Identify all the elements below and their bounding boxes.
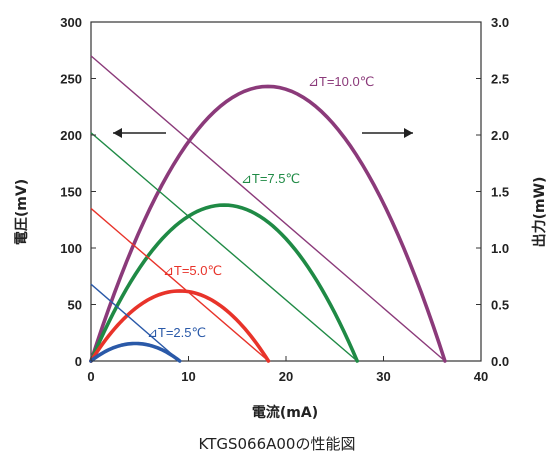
power-curve — [89, 84, 447, 363]
right-y-tick-label: 2.0 — [491, 128, 509, 143]
right-y-tick-label: 0.5 — [491, 298, 509, 313]
right-arrow — [362, 128, 413, 138]
series-group: ⊿T=7.5℃ — [89, 132, 359, 363]
annotation-layer — [113, 128, 413, 138]
voltage-line — [90, 207, 269, 362]
voltage-line — [90, 283, 181, 362]
power-curve — [89, 289, 271, 363]
series-label: ⊿T=7.5℃ — [241, 171, 300, 186]
left-y-tick-label: 100 — [60, 241, 82, 256]
right-y-tick-label: 1.5 — [491, 185, 509, 200]
left-y-tick-label: 0 — [75, 354, 82, 369]
right-y-tick-label: 0.0 — [491, 354, 509, 369]
left-y-tick-label: 200 — [60, 128, 82, 143]
x-tick-label: 10 — [181, 369, 195, 384]
x-axis-title: 電流(mA) — [252, 404, 318, 421]
right-y-tick-label: 1.0 — [491, 241, 509, 256]
power-curve — [89, 341, 182, 363]
x-tick-label: 40 — [474, 369, 488, 384]
right-axis-title: 出力(mW) — [531, 177, 548, 248]
x-tick-label: 0 — [87, 369, 94, 384]
x-tick-label: 20 — [279, 369, 293, 384]
plot-frame — [90, 21, 482, 362]
left-y-tick-label: 50 — [68, 298, 82, 313]
arrow-head — [404, 128, 413, 138]
series-group: ⊿T=2.5℃ — [89, 283, 206, 363]
series-group: ⊿T=10.0℃ — [89, 55, 447, 363]
series-layer: ⊿T=10.0℃ ⊿T=7.5℃ ⊿T=5.0℃ ⊿T=2.5℃ — [89, 55, 447, 363]
left-y-tick-label: 300 — [60, 15, 82, 30]
series-group: ⊿T=5.0℃ — [89, 207, 271, 363]
x-tick-label: 30 — [376, 369, 390, 384]
ticks-layer: 0 10 20 30 40 0 50 100 150 200 250 300 0.0 0.5 1.0 1.5 2… — [60, 15, 509, 384]
series-label: ⊿T=2.5℃ — [147, 325, 206, 340]
voltage-line — [90, 55, 446, 362]
plot-border — [90, 21, 482, 362]
left-axis-title: 電圧(mV) — [13, 179, 30, 245]
left-arrow — [113, 128, 166, 138]
voltage-line — [90, 132, 358, 362]
power-curve — [89, 203, 359, 363]
series-label: ⊿T=10.0℃ — [308, 74, 374, 89]
left-y-tick-label: 250 — [60, 72, 82, 87]
right-y-tick-label: 2.5 — [491, 72, 509, 87]
right-y-tick-label: 3.0 — [491, 15, 509, 30]
left-y-tick-label: 150 — [60, 185, 82, 200]
series-label: ⊿T=5.0℃ — [163, 263, 222, 278]
chart-caption: KTGS066A00の性能図 — [199, 435, 356, 453]
arrow-head — [113, 128, 122, 138]
